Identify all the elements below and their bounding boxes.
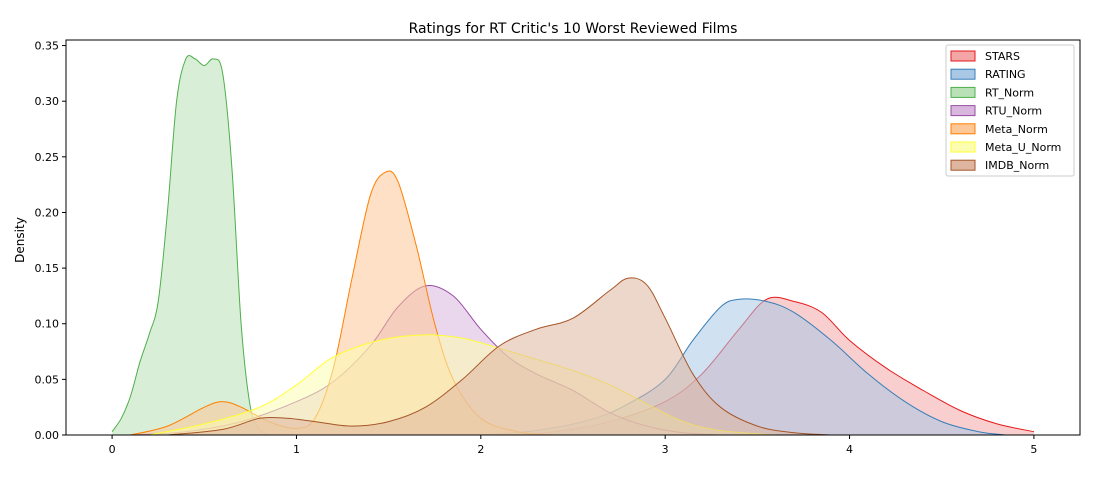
series-rt-norm	[111, 55, 270, 436]
legend-label-rating: RATING	[985, 68, 1026, 81]
legend-label-meta-norm: Meta_Norm	[985, 123, 1048, 136]
x-tick-label: 3	[662, 443, 669, 456]
legend-swatch-rt-norm	[950, 86, 976, 98]
y-tick-label: 0.10	[35, 318, 60, 331]
area-imdb-norm	[167, 277, 832, 435]
series-areas	[111, 55, 1035, 436]
legend: STARS RATING RT_Norm RTU_Norm Meta_Norm Meta_…	[945, 44, 1075, 177]
line-rt-norm	[111, 55, 270, 436]
line-imdb-norm	[167, 277, 832, 436]
y-tick-label: 0.30	[35, 95, 60, 108]
y-tick-label: 0.25	[35, 151, 60, 164]
area-rt-norm	[112, 55, 269, 436]
x-tick-label: 5	[1030, 443, 1037, 456]
legend-swatch-stars	[950, 50, 976, 62]
chart-title: Ratings for RT Critic's 10 Worst Reviewe…	[409, 21, 738, 37]
y-tick-label: 0.35	[35, 40, 60, 53]
legend-swatch-meta-norm	[950, 123, 976, 135]
area-rating	[480, 298, 1007, 435]
x-tick-label: 0	[109, 443, 116, 456]
legend-swatch-rtu-norm	[950, 105, 976, 117]
y-tick-label: 0.05	[35, 373, 60, 386]
y-tick-label: 0.20	[35, 206, 60, 219]
plot-frame	[65, 39, 1081, 436]
axes: 0 1 2 3 4 5 0.00 0.05 0.10 0.15 0.20 0.25 0.30 0.35	[35, 39, 1081, 456]
y-tick-label: 0.00	[35, 429, 60, 442]
legend-swatch-rating	[950, 68, 976, 80]
legend-swatch-imdb-norm	[950, 159, 976, 171]
legend-label-imdb-norm: IMDB_Norm	[985, 159, 1049, 172]
legend-label-meta-u-norm: Meta_U_Norm	[985, 141, 1061, 154]
legend-swatch-meta-u-norm	[950, 141, 976, 153]
legend-label-rtu-norm: RTU_Norm	[985, 105, 1042, 118]
x-tick-label: 1	[293, 443, 300, 456]
y-tick-label: 0.15	[35, 262, 60, 275]
x-tick-label: 4	[846, 443, 853, 456]
x-tick-label: 2	[477, 443, 484, 456]
legend-frame	[945, 44, 1075, 177]
y-axis-label: Density	[13, 217, 27, 263]
legend-label-rt-norm: RT_Norm	[985, 86, 1034, 99]
legend-label-stars: STARS	[985, 50, 1020, 63]
series-imdb-norm	[167, 277, 832, 436]
